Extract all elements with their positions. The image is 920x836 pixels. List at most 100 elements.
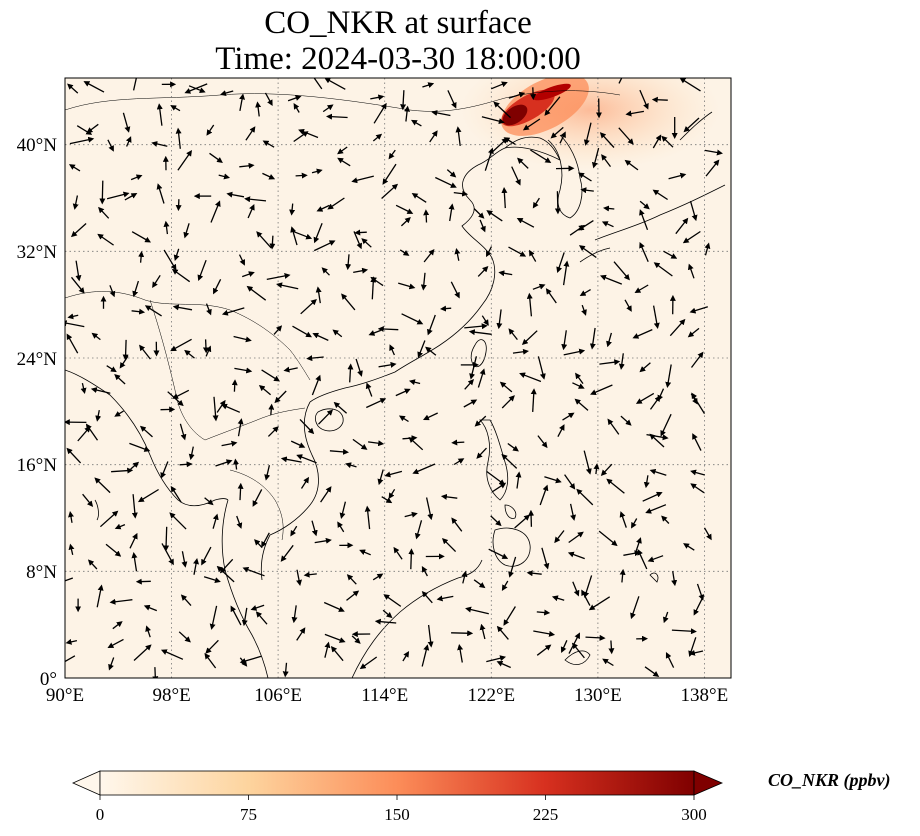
wind-arrow — [660, 413, 672, 437]
wind-arrow — [651, 96, 668, 103]
wind-arrow — [381, 183, 399, 199]
wind-arrow — [589, 327, 596, 350]
wind-arrow — [490, 515, 502, 527]
wind-arrow — [417, 340, 426, 358]
wind-arrow — [106, 191, 130, 200]
wind-arrow — [289, 203, 296, 216]
wind-arrow — [496, 309, 503, 330]
wind-arrow — [420, 272, 427, 291]
wind-arrow — [581, 304, 587, 316]
wind-arrow — [689, 306, 708, 314]
co-plume-streak — [533, 83, 571, 101]
wind-arrow — [99, 180, 106, 205]
lon-tick-label: 90°E — [46, 685, 84, 706]
wind-arrow — [234, 367, 253, 374]
wind-arrow — [521, 330, 538, 346]
wind-arrow — [619, 568, 626, 583]
wind-arrow — [204, 497, 214, 506]
wind-arrow — [313, 78, 323, 90]
wind-vector-field — [65, 78, 723, 678]
wind-arrow — [522, 118, 541, 131]
wind-arrow — [583, 450, 592, 475]
wind-arrow — [258, 384, 272, 396]
wind-arrow — [175, 127, 182, 149]
wind-arrow — [152, 274, 161, 289]
wind-arrow — [414, 520, 423, 540]
wind-arrow — [484, 147, 494, 171]
map-background — [65, 78, 731, 678]
wind-arrow — [137, 488, 159, 503]
lat-tick-label: 8°N — [26, 562, 57, 583]
wind-arrow — [292, 325, 313, 338]
wind-arrow — [618, 78, 623, 84]
wind-arrow — [580, 187, 594, 194]
map-frame — [64, 77, 732, 679]
wind-arrow — [508, 556, 517, 578]
wind-arrow — [425, 497, 434, 521]
wind-arrow — [613, 261, 630, 281]
wind-arrow — [639, 89, 649, 110]
wind-arrow — [607, 418, 620, 435]
wind-arrow — [345, 462, 357, 469]
wind-arrow — [532, 283, 546, 290]
wind-arrow — [163, 249, 177, 271]
wind-arrow — [382, 609, 393, 619]
wind-arrow — [236, 515, 243, 529]
wind-arrow — [551, 595, 565, 602]
wind-arrow — [268, 403, 275, 415]
wind-arrow — [65, 638, 78, 645]
wind-arrow — [454, 247, 461, 261]
wind-arrow — [568, 531, 584, 544]
wind-arrow — [94, 477, 111, 494]
wind-arrow — [352, 438, 368, 450]
wind-arrow — [129, 442, 151, 452]
wind-arrow — [501, 187, 508, 209]
wind-arrow — [395, 204, 414, 214]
wind-arrow — [209, 152, 223, 163]
wind-arrow — [381, 496, 393, 504]
wind-arrow — [239, 162, 255, 169]
wind-arrow — [499, 381, 513, 393]
wind-arrow — [377, 469, 384, 486]
wind-arrow — [299, 418, 315, 435]
wind-arrow — [451, 439, 465, 446]
wind-arrow — [353, 267, 369, 274]
wind-arrow — [287, 95, 302, 102]
lon-tick-label: 106°E — [254, 685, 302, 706]
wind-arrow — [544, 476, 562, 484]
wind-arrow — [501, 580, 509, 591]
wind-arrow — [455, 126, 462, 146]
wind-arrow — [346, 590, 360, 601]
lon-tick-label: 114°E — [361, 685, 408, 706]
wind-arrow — [122, 112, 131, 133]
wind-arrow — [66, 333, 79, 354]
wind-arrow — [644, 666, 660, 677]
wind-arrow — [440, 305, 452, 312]
wind-arrow — [109, 598, 133, 605]
wind-arrow — [156, 183, 165, 204]
wind-arrow — [661, 515, 670, 524]
wind-arrow — [107, 139, 114, 152]
wind-arrow — [563, 348, 586, 356]
wind-arrow — [97, 233, 114, 246]
wind-arrow — [365, 382, 373, 397]
wind-arrow — [647, 555, 664, 563]
wind-arrow — [184, 349, 195, 359]
wind-arrow — [314, 537, 332, 544]
wind-arrow — [306, 355, 324, 362]
wind-arrow — [163, 526, 170, 552]
wind-arrow — [90, 387, 111, 394]
wind-arrow — [671, 570, 678, 587]
wind-arrow — [67, 83, 79, 94]
wind-arrow — [554, 191, 561, 215]
wind-arrow — [600, 274, 623, 285]
wind-arrow — [355, 358, 363, 377]
wind-arrow — [83, 81, 105, 93]
wind-arrow — [683, 543, 695, 551]
wind-arrow — [511, 166, 521, 186]
wind-arrow — [241, 271, 255, 278]
wind-arrow — [95, 409, 102, 422]
wind-arrow — [395, 388, 411, 397]
wind-arrow — [422, 412, 438, 421]
wind-arrow — [436, 595, 454, 602]
